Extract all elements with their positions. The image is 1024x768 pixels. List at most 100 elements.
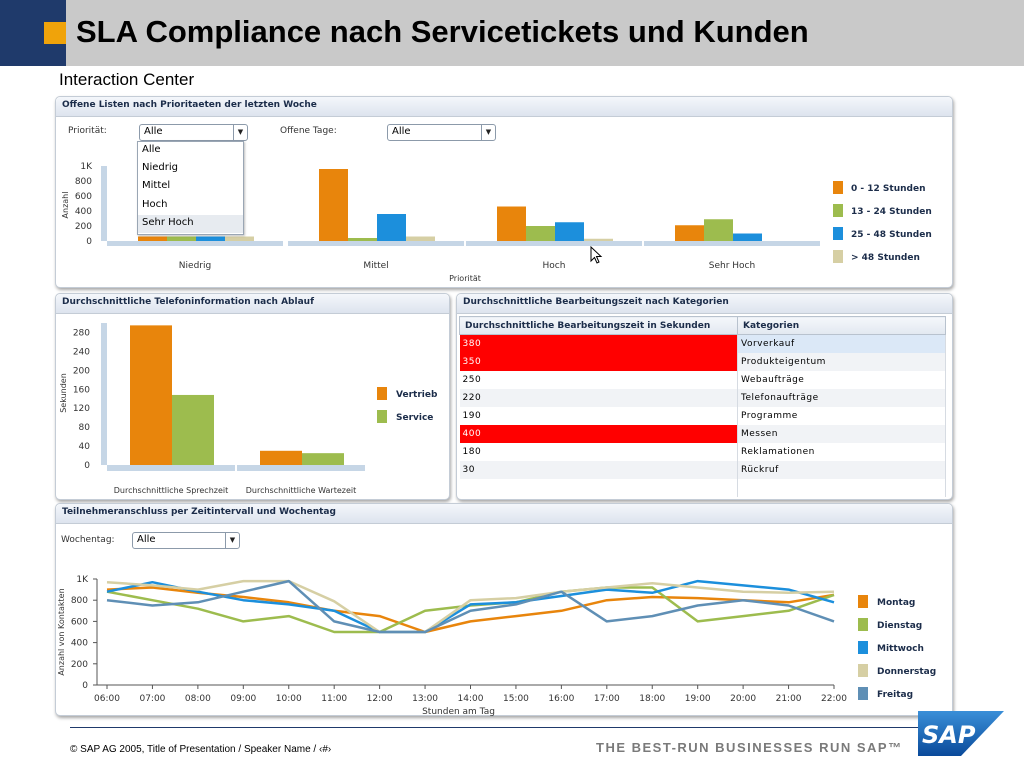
- legend-swatch: [833, 250, 843, 263]
- category-cell: Produkteigentum: [737, 352, 946, 371]
- bar-3: [733, 233, 762, 241]
- sap-logo-icon: SAP: [918, 711, 1004, 756]
- x-tick-label: 06:00: [94, 694, 120, 704]
- bar-4: [406, 236, 435, 241]
- x-tick-label: Durchschnittliche Wartezeit: [246, 486, 357, 495]
- dropdown-option-mittel[interactable]: Mittel: [142, 180, 171, 191]
- panel-open-lists-title: Offene Listen nach Prioritaeten der letz…: [56, 97, 952, 117]
- panel-phone-info-title: Durchschnittliche Telefoninformation nac…: [56, 294, 449, 314]
- weekday-select[interactable]: Alle ▼: [132, 532, 240, 549]
- x-tick-label: Sehr Hoch: [709, 261, 755, 271]
- x-axis-band: [466, 241, 642, 246]
- chevron-down-icon[interactable]: ▼: [481, 125, 495, 140]
- time-cell: 30: [459, 460, 738, 479]
- x-tick-label: 19:00: [685, 694, 711, 704]
- column-header-category[interactable]: Kategorien: [737, 316, 946, 335]
- dropdown-option-sehr-hoch[interactable]: Sehr Hoch: [138, 215, 243, 233]
- y-tick-label: 200: [73, 366, 90, 376]
- x-axis-title: Stunden am Tag: [422, 707, 495, 716]
- panel-participant-connection-title: Teilnehmeranschluss per Zeitintervall un…: [56, 504, 952, 524]
- legend-label: Montag: [877, 598, 915, 608]
- legend-swatch: [858, 664, 868, 677]
- time-cell: 380: [459, 334, 738, 353]
- bar-2: [172, 394, 214, 465]
- x-axis-band: [107, 241, 283, 246]
- category-cell: Webaufträge: [737, 370, 946, 389]
- phone-info-bar-chart: 0 40 80 120 160 200 240 280 Sekunden Durchschnitt…: [59, 323, 438, 495]
- category-cell: Vorverkauf: [737, 334, 946, 353]
- priority-select[interactable]: Alle ▼: [139, 124, 248, 141]
- legend-label: Donnerstag: [877, 667, 936, 677]
- y-tick-label: 120: [73, 404, 90, 414]
- table-row[interactable]: 380 Vorverkauf: [459, 334, 946, 353]
- y-tick-label: 200: [75, 222, 92, 232]
- y-tick-label: 200: [71, 660, 88, 670]
- dropdown-option-alle[interactable]: Alle: [142, 144, 161, 155]
- chevron-down-icon[interactable]: ▼: [225, 533, 239, 548]
- series-line-freitag: [106, 579, 835, 634]
- category-cell: Rückruf: [737, 460, 946, 479]
- table-row[interactable]: 220 Telefonaufträge: [459, 388, 946, 407]
- y-tick-label: 0: [86, 237, 92, 247]
- open-days-select-value: Alle: [392, 126, 411, 137]
- legend-label: 0 - 12 Stunden: [851, 184, 925, 194]
- table-row[interactable]: 350 Produkteigentum: [459, 352, 946, 371]
- priority-dropdown-list[interactable]: Alle Niedrig Mittel Hoch Sehr Hoch: [137, 141, 244, 235]
- empty-cell: [459, 478, 738, 497]
- legend-swatch: [833, 227, 843, 240]
- time-cell: 190: [459, 406, 738, 425]
- legend-swatch: [833, 181, 843, 194]
- table-row[interactable]: 250 Webaufträge: [459, 370, 946, 389]
- bar-2: [302, 453, 344, 465]
- bar-1: [319, 169, 348, 241]
- x-tick-label: Mittel: [363, 261, 388, 271]
- bar-2: [167, 236, 196, 241]
- bar-1: [138, 236, 167, 241]
- dropdown-option-niedrig[interactable]: Niedrig: [142, 162, 178, 173]
- table-row[interactable]: 180 Reklamationen: [459, 442, 946, 461]
- priority-select-value: Alle: [144, 126, 163, 137]
- time-cell: 250: [459, 370, 738, 389]
- y-tick-label: 600: [71, 617, 88, 627]
- slogan-text: THE BEST-RUN BUSINESSES RUN SAP™: [596, 740, 903, 755]
- legend-label: Dienstag: [877, 621, 922, 631]
- legend-swatch: [377, 387, 387, 400]
- y-tick-label: 0: [84, 461, 90, 471]
- legend-label: 13 - 24 Stunden: [851, 207, 932, 217]
- slide-header: [0, 0, 1024, 66]
- time-cell: 180: [459, 442, 738, 461]
- header-orange-square: [44, 22, 66, 44]
- dropdown-option-hoch[interactable]: Hoch: [142, 199, 168, 210]
- y-axis-band: [101, 166, 107, 241]
- x-tick-label: 09:00: [230, 694, 256, 704]
- table-row[interactable]: 190 Programme: [459, 406, 946, 425]
- legend-swatch: [377, 410, 387, 423]
- bar-3: [196, 236, 225, 241]
- footer-text: © SAP AG 2005, Title of Presentation / S…: [70, 744, 332, 755]
- open-days-label: Offene Tage:: [280, 126, 337, 136]
- x-tick-label: Durchschnittliche Sprechzeit: [114, 486, 229, 495]
- y-tick-label: 800: [75, 177, 92, 187]
- legend-label: 25 - 48 Stunden: [851, 230, 932, 240]
- bar-1: [675, 225, 704, 241]
- y-tick-label: 400: [75, 207, 92, 217]
- x-tick-label: 13:00: [412, 694, 438, 704]
- open-days-select[interactable]: Alle ▼: [387, 124, 496, 141]
- x-axis-band: [644, 241, 820, 246]
- x-axis-band: [288, 241, 464, 246]
- column-header-time[interactable]: Durchschnittliche Bearbeitungszeit in Se…: [459, 316, 738, 335]
- x-tick-label: 16:00: [548, 694, 574, 704]
- table-row[interactable]: 400 Messen: [459, 424, 946, 443]
- y-tick-label: 1K: [80, 162, 93, 172]
- y-tick-label: 160: [73, 385, 90, 395]
- y-tick-label: 400: [71, 639, 88, 649]
- legend-swatch: [858, 687, 868, 700]
- x-tick-label: 08:00: [185, 694, 211, 704]
- table-row[interactable]: 30 Rückruf: [459, 460, 946, 479]
- category-cell: Telefonaufträge: [737, 388, 946, 407]
- category-cell: Messen: [737, 424, 946, 443]
- x-tick-label: 18:00: [639, 694, 665, 704]
- mouse-cursor-icon: [590, 246, 603, 264]
- x-tick-label: 14:00: [458, 694, 484, 704]
- chevron-down-icon[interactable]: ▼: [233, 125, 247, 140]
